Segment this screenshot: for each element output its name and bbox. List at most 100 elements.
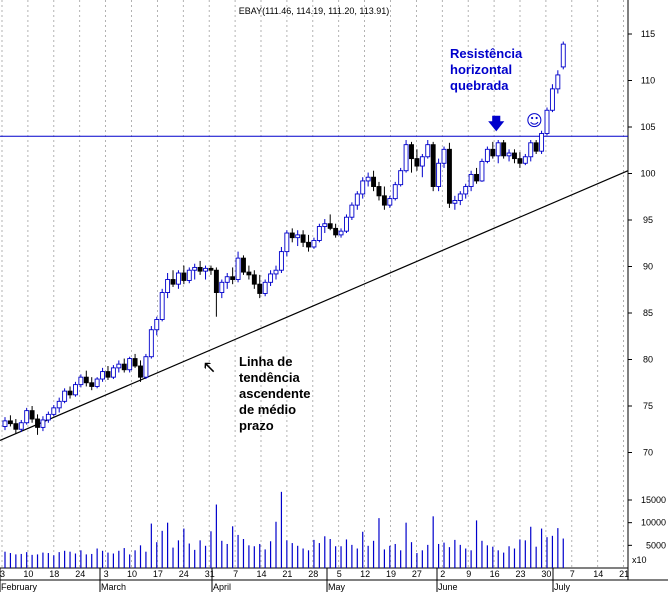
candle-body xyxy=(78,376,84,386)
candle-body xyxy=(138,365,143,378)
candle-body xyxy=(474,173,479,182)
candle-body xyxy=(230,276,236,280)
price-tick-label: 95 xyxy=(643,215,653,225)
candle-body xyxy=(35,418,40,428)
candle-body xyxy=(463,186,469,195)
candle-body xyxy=(414,158,420,167)
candle-body xyxy=(159,292,165,320)
candle-body xyxy=(257,283,263,294)
price-tick-label: 70 xyxy=(643,448,653,458)
x-tick-label: 17 xyxy=(153,569,163,579)
x-tick-label: 21 xyxy=(282,569,292,579)
candle-body xyxy=(512,152,517,160)
candle-body xyxy=(208,267,214,271)
candle-body xyxy=(446,148,452,204)
volume-unit-label: x10 xyxy=(632,555,647,565)
candle-body xyxy=(549,88,555,111)
candle-body xyxy=(295,234,301,239)
arrow-northwest-icon: 🡔 xyxy=(204,358,215,377)
candle-body xyxy=(18,422,24,430)
candle-body xyxy=(517,158,523,164)
candle-body xyxy=(186,269,192,281)
candle-body xyxy=(441,148,447,164)
candle-body xyxy=(522,156,528,164)
candle-body xyxy=(333,227,339,236)
month-label: May xyxy=(328,582,346,592)
candle-body xyxy=(273,269,279,275)
month-label: March xyxy=(101,582,126,592)
candle-body xyxy=(116,363,122,369)
candle-body xyxy=(419,156,425,167)
candle-body xyxy=(262,281,268,294)
x-tick-label: 30 xyxy=(541,569,551,579)
candle-body xyxy=(479,160,485,182)
candle-body xyxy=(322,223,328,227)
candle-body xyxy=(165,279,171,293)
candle-body xyxy=(392,184,398,200)
candle-body xyxy=(235,257,241,280)
x-tick-label: 3 xyxy=(104,569,109,579)
candle-body xyxy=(284,232,290,253)
candle-body xyxy=(425,144,431,158)
candle-body xyxy=(224,276,230,283)
candle-body xyxy=(51,407,57,415)
month-label: July xyxy=(554,582,571,592)
candle-body xyxy=(327,223,333,229)
candle-body xyxy=(338,230,344,236)
candle-body xyxy=(24,410,30,424)
candle-body xyxy=(154,319,160,331)
x-tick-label: 10 xyxy=(23,569,33,579)
candle-body xyxy=(213,269,219,293)
trendline-annotation: Linha de tendência ascendente de médio p… xyxy=(239,354,311,433)
candle-body xyxy=(316,226,322,241)
candle-body xyxy=(7,420,13,425)
x-tick-label: 5 xyxy=(337,569,342,579)
candle-body xyxy=(484,148,490,162)
candle-body xyxy=(143,356,149,378)
candle-body xyxy=(403,144,409,172)
candle-body xyxy=(544,109,550,134)
candle-body xyxy=(45,413,51,421)
candle-body xyxy=(40,419,46,428)
candle-body xyxy=(300,234,306,243)
x-tick-label: 18 xyxy=(49,569,59,579)
candle-body xyxy=(241,257,246,273)
candle-body xyxy=(56,400,62,409)
candle-body xyxy=(132,358,138,367)
trendline xyxy=(0,170,629,441)
x-tick-label: 9 xyxy=(466,569,471,579)
candle-body xyxy=(349,204,355,218)
x-tick-label: 14 xyxy=(256,569,266,579)
price-tick-label: 100 xyxy=(640,169,655,179)
x-tick-label: 3 xyxy=(0,569,5,579)
candle-body xyxy=(251,274,257,285)
candle-body xyxy=(533,142,539,152)
candle-body xyxy=(381,195,387,206)
candle-body xyxy=(398,170,404,186)
month-label: February xyxy=(1,582,38,592)
price-tick-label: 85 xyxy=(643,308,653,318)
candle-body xyxy=(175,272,181,285)
candle-body xyxy=(246,271,252,276)
candle-body xyxy=(89,382,95,387)
candle-body xyxy=(289,232,295,239)
smiley-icon: ☺ xyxy=(526,111,543,130)
candle-body xyxy=(457,193,463,201)
x-tick-label: 7 xyxy=(570,569,575,579)
candle-body xyxy=(539,133,545,152)
candle-body xyxy=(83,376,89,384)
arrow-down-icon: 🡇 xyxy=(488,114,505,133)
candle-body xyxy=(219,281,225,293)
x-tick-label: 2 xyxy=(440,569,445,579)
x-tick-label: 19 xyxy=(386,569,396,579)
volume-tick-label: 10000 xyxy=(641,518,666,528)
candle-body xyxy=(360,180,366,195)
candle-body xyxy=(365,176,371,182)
candle-body xyxy=(105,371,111,378)
x-tick-label: 23 xyxy=(515,569,525,579)
month-label: April xyxy=(213,582,231,592)
candle-body xyxy=(344,216,349,232)
candle-body xyxy=(268,273,274,283)
candle-body xyxy=(197,266,203,272)
